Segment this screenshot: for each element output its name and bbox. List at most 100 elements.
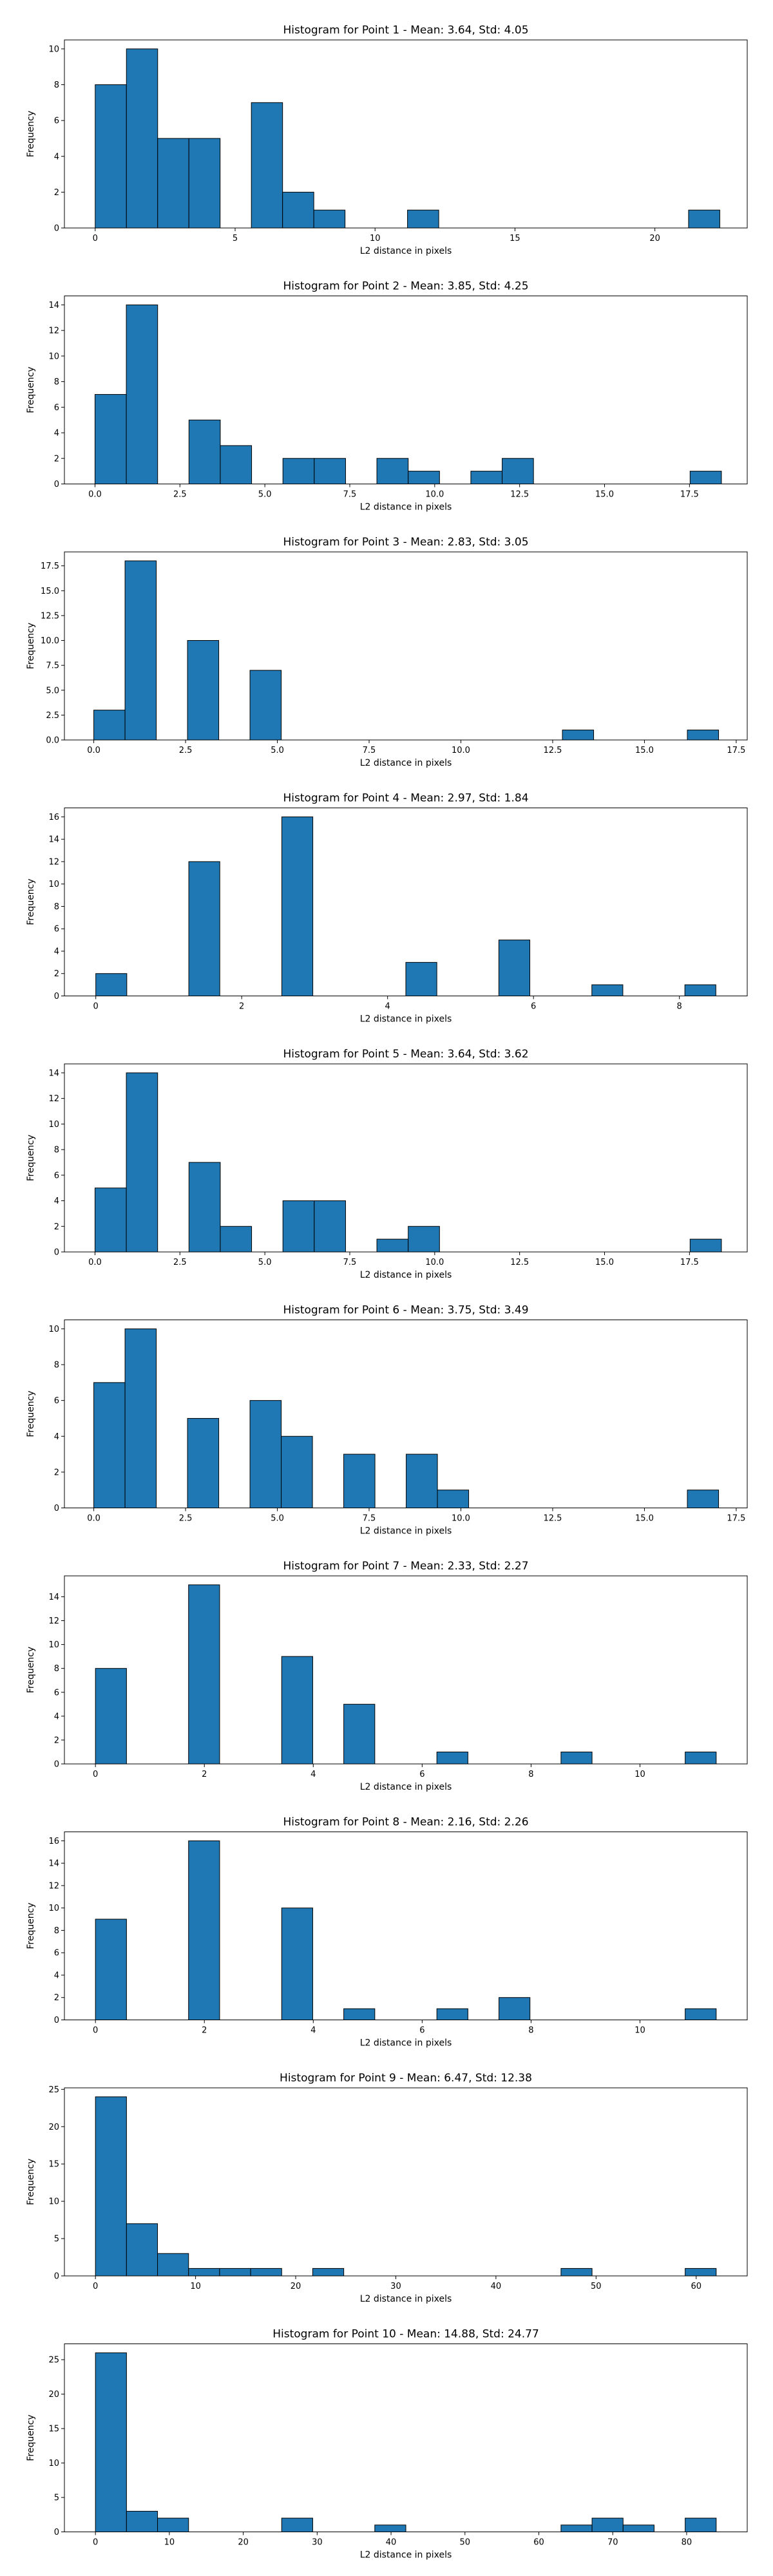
x-tick-label: 10 — [370, 234, 381, 243]
histogram-bar — [126, 304, 158, 484]
x-tick-label: 15.0 — [595, 1258, 614, 1267]
x-tick-label: 0.0 — [87, 1514, 100, 1524]
y-tick-label: 15 — [48, 2425, 59, 2434]
x-tick-label: 2.5 — [173, 1258, 187, 1267]
x-tick-label: 2.5 — [179, 746, 193, 755]
y-tick-label: 5.0 — [46, 686, 59, 696]
y-tick-label: 12.5 — [41, 611, 59, 621]
histogram-bar — [406, 1454, 438, 1509]
y-tick-label: 2 — [54, 969, 59, 979]
y-tick-label: 0 — [54, 2016, 59, 2025]
y-tick-label: 14 — [48, 1593, 59, 1602]
histogram-bar — [282, 1200, 315, 1253]
histogram-bar — [499, 1997, 531, 2020]
y-tick-label: 25 — [48, 2356, 59, 2365]
x-tick-label: 10 — [190, 2282, 201, 2291]
x-tick-label: 0 — [93, 2282, 98, 2291]
histogram-bar — [470, 471, 503, 484]
histogram-bar — [437, 1490, 470, 1508]
histogram-bar — [126, 1072, 158, 1253]
plot-frame — [64, 1575, 748, 1765]
y-tick-label: 6 — [54, 403, 59, 413]
y-tick-label: 12 — [48, 327, 59, 336]
y-tick-label: 10.0 — [41, 636, 59, 646]
histogram-panel-1: Histogram for Point 1 - Mean: 3.64, Std:… — [26, 24, 748, 256]
y-tick-label: 0 — [54, 1248, 59, 1258]
histogram-bar — [95, 1918, 127, 2021]
histogram-panel-7: Histogram for Point 7 - Mean: 2.33, Std:… — [26, 1560, 748, 1792]
x-tick-label: 6 — [419, 1770, 425, 1779]
histogram-panel-4: Histogram for Point 4 - Mean: 2.97, Std:… — [26, 792, 748, 1025]
histogram-bar — [436, 1751, 468, 1765]
x-tick-label: 2 — [202, 1770, 207, 1779]
y-axis-label: Frequency — [26, 623, 36, 669]
y-tick-label: 6 — [54, 117, 59, 126]
y-tick-label: 2 — [54, 1222, 59, 1232]
x-tick-label: 50 — [591, 2282, 602, 2291]
histogram-bar — [93, 1382, 126, 1508]
histogram-bar — [685, 1751, 717, 1765]
y-axis-label: Frequency — [26, 366, 36, 413]
histogram-panel-2: Histogram for Point 2 - Mean: 3.85, Std:… — [26, 280, 748, 513]
histogram-bar — [93, 710, 126, 741]
x-axis-label: L2 distance in pixels — [360, 2294, 452, 2304]
histogram-panel-3: Histogram for Point 3 - Mean: 2.83, Std:… — [26, 536, 748, 768]
y-tick-label: 10 — [48, 44, 59, 54]
histogram-bar — [95, 1668, 127, 1765]
x-tick-label: 7.5 — [363, 1514, 376, 1524]
y-tick-label: 8 — [54, 1146, 59, 1155]
x-tick-label: 50 — [460, 2538, 471, 2548]
x-tick-label: 0 — [93, 2538, 98, 2548]
plot-frame — [64, 1832, 748, 2020]
histogram-bar — [685, 2008, 717, 2021]
y-tick-label: 2 — [54, 1736, 59, 1745]
y-tick-label: 15 — [48, 2160, 59, 2170]
y-tick-label: 4 — [54, 429, 59, 439]
histogram-bar — [95, 973, 128, 996]
x-tick-label: 0.0 — [88, 1258, 102, 1267]
histogram-panel-8: Histogram for Point 8 - Mean: 2.16, Std:… — [26, 1816, 748, 2049]
plot-frame — [64, 551, 748, 741]
y-tick-label: 2 — [54, 188, 59, 198]
x-axis-label: L2 distance in pixels — [360, 1014, 452, 1025]
histogram-bar — [685, 2268, 717, 2277]
y-tick-label: 15.0 — [41, 587, 59, 596]
x-tick-label: 70 — [607, 2538, 618, 2548]
y-tick-label: 8 — [54, 1361, 59, 1370]
histogram-bar — [188, 138, 221, 229]
y-tick-label: 2 — [54, 1993, 59, 2003]
y-tick-label: 7.5 — [46, 661, 59, 671]
y-axis-label: Frequency — [26, 2159, 36, 2205]
plot-frame — [64, 808, 748, 996]
y-tick-label: 6 — [54, 1688, 59, 1698]
y-tick-label: 10 — [48, 2197, 59, 2207]
plot-frame — [64, 1320, 748, 1508]
x-tick-label: 17.5 — [680, 1258, 699, 1267]
histogram-bar — [249, 1400, 282, 1508]
y-tick-label: 16 — [48, 813, 59, 822]
histogram-bar — [281, 1435, 313, 1509]
chart-title: Histogram for Point 1 - Mean: 3.64, Std:… — [283, 24, 528, 37]
y-tick-label: 12 — [48, 857, 59, 867]
x-tick-label: 15.0 — [635, 746, 654, 755]
x-tick-label: 0 — [93, 234, 98, 243]
histogram-bar — [187, 1417, 220, 1509]
histogram-bar — [220, 1226, 253, 1253]
histogram-bar — [312, 2268, 345, 2277]
histogram-bar — [281, 1908, 313, 2020]
histogram-bar — [249, 670, 282, 741]
histogram-panel-9: Histogram for Point 9 - Mean: 6.47, Std:… — [26, 2072, 748, 2304]
histogram-bar — [687, 730, 720, 741]
x-tick-label: 30 — [390, 2282, 401, 2291]
histogram-bar — [407, 209, 439, 229]
x-tick-label: 5.0 — [271, 746, 284, 755]
histogram-bar — [126, 2223, 158, 2277]
histogram-bar — [591, 2517, 624, 2533]
histogram-bar — [188, 1840, 220, 2021]
y-tick-label: 8 — [54, 902, 59, 912]
y-axis-label: Frequency — [26, 1647, 36, 1693]
y-tick-label: 25 — [48, 2085, 59, 2095]
x-axis-label: L2 distance in pixels — [360, 2550, 452, 2561]
histogram-bar — [405, 961, 437, 997]
histogram-bar — [685, 2517, 717, 2533]
